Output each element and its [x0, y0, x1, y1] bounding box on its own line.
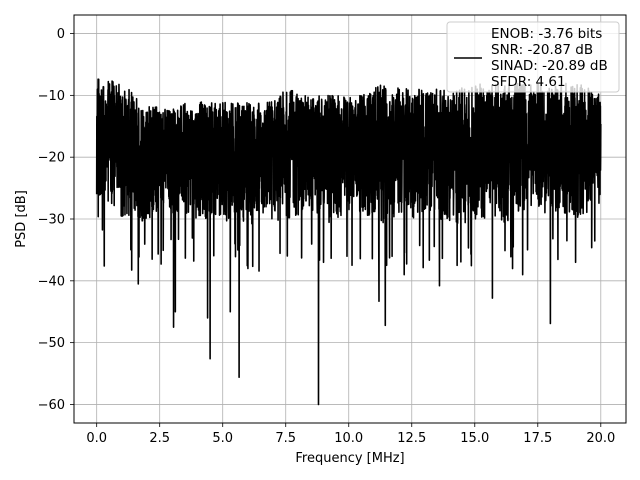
x-axis-label: Frequency [MHz] — [295, 451, 404, 466]
legend-sinad: SINAD: -20.89 dB — [491, 58, 608, 74]
x-tick-label: 7.5 — [275, 431, 296, 446]
legend: ENOB: -3.76 bits SNR: -20.87 dB SINAD: -… — [446, 21, 620, 93]
legend-box — [446, 21, 620, 93]
y-axis-ticks: 0 −10 −20 −30 −40 −50 −60 — [38, 27, 74, 413]
y-axis-label: PSD [dB] — [14, 190, 29, 248]
y-tick-label: −50 — [38, 336, 65, 351]
x-tick-label: 0.0 — [86, 431, 107, 446]
y-tick-label: −30 — [38, 213, 65, 228]
x-tick-label: 2.5 — [149, 431, 170, 446]
y-tick-label: −40 — [38, 274, 65, 289]
legend-sfdr: SFDR: 4.61 — [491, 74, 566, 90]
y-tick-label: −10 — [38, 89, 65, 104]
legend-snr: SNR: -20.87 dB — [491, 42, 593, 58]
y-tick-label: 0 — [57, 27, 65, 42]
y-tick-label: −20 — [38, 151, 65, 166]
x-axis-ticks: 0.0 2.5 5.0 7.5 10.0 12.5 15.0 17.5 20.0 — [86, 423, 615, 446]
x-tick-label: 12.5 — [397, 431, 426, 446]
x-tick-label: 17.5 — [523, 431, 552, 446]
x-tick-label: 20.0 — [586, 431, 615, 446]
x-tick-label: 10.0 — [334, 431, 363, 446]
x-tick-label: 5.0 — [212, 431, 233, 446]
x-tick-label: 15.0 — [460, 431, 489, 446]
y-tick-label: −60 — [38, 398, 65, 413]
legend-enob: ENOB: -3.76 bits — [491, 26, 602, 42]
